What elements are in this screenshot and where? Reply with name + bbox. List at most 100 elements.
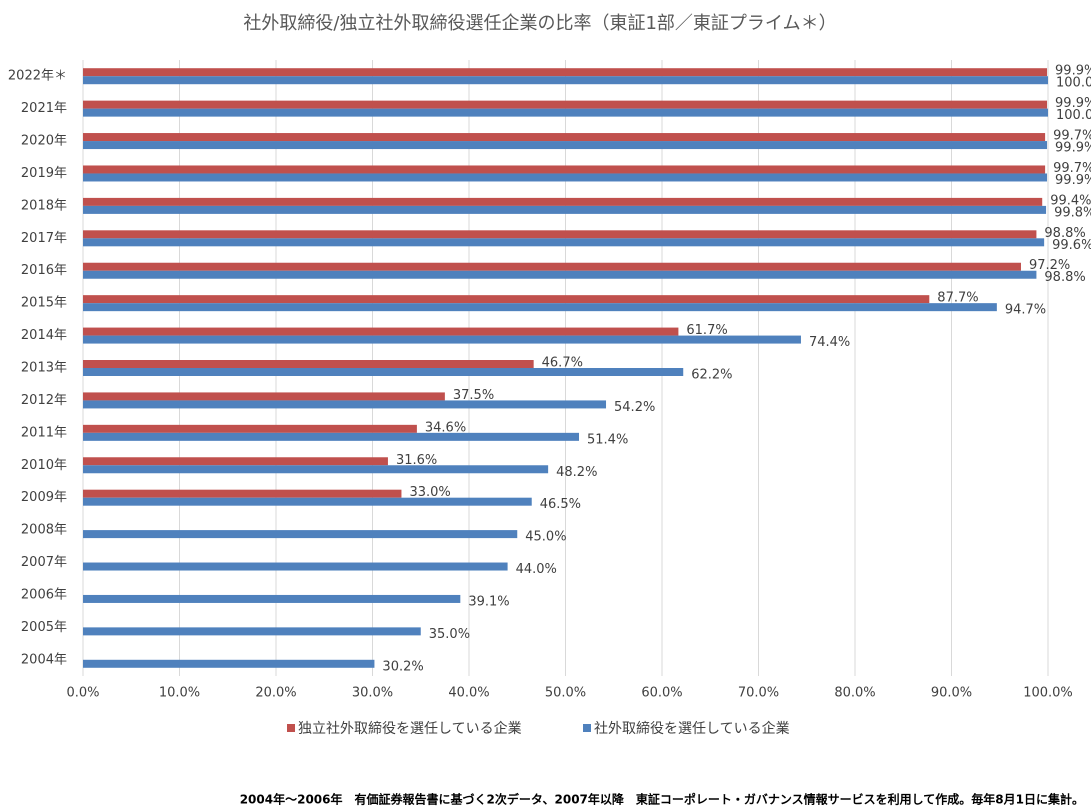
data-label: 99.9% [1055, 173, 1091, 188]
bar [83, 368, 684, 376]
data-label: 45.0% [525, 530, 566, 545]
bar [83, 327, 679, 336]
y-tick-label: 2007年 [21, 555, 67, 570]
data-label: 54.2% [614, 400, 655, 415]
x-tick-label: 50.0% [545, 686, 586, 701]
data-label: 97.2% [1029, 258, 1070, 273]
x-tick-label: 100.0% [1023, 686, 1073, 701]
y-tick-label: 2016年 [21, 263, 67, 278]
footnote: 2004年～2006年 有価証券報告書に基づく2次データ、2007年以降 東証コ… [240, 792, 1084, 807]
data-label: 35.0% [429, 627, 470, 642]
bar [83, 205, 1047, 214]
y-tick-label: 2009年 [21, 490, 67, 505]
bar [83, 262, 1021, 271]
data-label: 99.4% [1050, 193, 1091, 208]
data-label: 99.6% [1052, 238, 1091, 253]
data-label: 34.6% [425, 420, 466, 435]
bar [83, 335, 801, 344]
y-tick-label: 2014年 [21, 328, 67, 343]
x-tick-label: 10.0% [159, 686, 200, 701]
bar [83, 173, 1048, 182]
data-label: 99.7% [1053, 161, 1091, 176]
bar [83, 68, 1048, 77]
bar [83, 594, 461, 603]
chart-title: 社外取締役/独立社外取締役選任企業の比率（東証1部／東証プライム＊） [243, 13, 836, 34]
bar [83, 360, 534, 368]
y-tick-label: 2022年＊ [8, 69, 67, 84]
data-label: 46.5% [540, 497, 581, 512]
y-tick-label: 2017年 [21, 231, 67, 246]
data-label: 31.6% [396, 453, 437, 468]
y-tick-label: 2008年 [21, 523, 67, 538]
bar [83, 432, 580, 441]
data-label: 99.8% [1054, 205, 1091, 220]
legend-swatch [583, 724, 591, 732]
data-label: 61.7% [686, 323, 727, 338]
data-label: 62.2% [691, 368, 732, 383]
bar [83, 465, 549, 474]
data-label: 30.2% [382, 659, 423, 674]
bar [83, 400, 607, 409]
data-label: 51.4% [587, 432, 628, 447]
bar [83, 659, 375, 668]
bar [83, 230, 1037, 239]
y-tick-label: 2019年 [21, 166, 67, 181]
data-label: 98.8% [1044, 226, 1085, 241]
data-label: 87.7% [937, 291, 978, 306]
bar [83, 165, 1046, 174]
data-label: 99.9% [1055, 64, 1091, 79]
bar [83, 627, 421, 636]
bar [83, 295, 930, 304]
data-label: 98.8% [1044, 270, 1085, 285]
bar [83, 562, 508, 571]
y-tick-label: 2005年 [21, 620, 67, 635]
bar [83, 108, 1048, 117]
x-tick-label: 70.0% [738, 686, 779, 701]
data-label: 33.0% [409, 485, 450, 500]
bar [83, 457, 388, 466]
data-label: 99.9% [1055, 96, 1091, 111]
y-tick-label: 2013年 [21, 361, 67, 376]
x-tick-label: 0.0% [66, 686, 99, 701]
x-tick-label: 20.0% [255, 686, 296, 701]
bar [83, 133, 1046, 142]
x-tick-label: 40.0% [448, 686, 489, 701]
x-tick-label: 90.0% [931, 686, 972, 701]
data-label: 99.9% [1055, 141, 1091, 156]
y-tick-label: 2021年 [21, 101, 67, 116]
data-label: 99.7% [1053, 129, 1091, 144]
bar [83, 141, 1048, 150]
bar [83, 238, 1045, 247]
data-label: 100.0% [1056, 108, 1091, 123]
x-tick-label: 60.0% [641, 686, 682, 701]
bar [83, 497, 532, 506]
legend-label: 独立社外取締役を選任している企業 [298, 720, 522, 737]
x-tick-label: 30.0% [352, 686, 393, 701]
data-label: 74.4% [809, 335, 850, 350]
legend-label: 社外取締役を選任している企業 [594, 720, 790, 737]
bar [83, 100, 1048, 109]
data-label: 44.0% [516, 562, 557, 577]
y-tick-label: 2011年 [21, 425, 67, 440]
y-tick-label: 2015年 [21, 296, 67, 311]
y-tick-label: 2004年 [21, 652, 67, 667]
data-label: 48.2% [556, 465, 597, 480]
x-tick-label: 80.0% [834, 686, 875, 701]
bar [83, 530, 518, 539]
data-label: 39.1% [468, 594, 509, 609]
data-label: 37.5% [453, 388, 494, 403]
bar [83, 392, 445, 401]
y-tick-label: 2010年 [21, 458, 67, 473]
y-tick-label: 2012年 [21, 393, 67, 408]
legend-swatch [287, 724, 295, 732]
y-tick-label: 2018年 [21, 198, 67, 213]
bar [83, 270, 1037, 279]
y-tick-label: 2006年 [21, 587, 67, 602]
data-label: 100.0% [1056, 76, 1091, 91]
bar [83, 424, 417, 433]
data-label: 94.7% [1005, 303, 1046, 318]
data-label: 46.7% [542, 356, 583, 371]
y-tick-label: 2020年 [21, 134, 67, 149]
bar [83, 76, 1048, 85]
